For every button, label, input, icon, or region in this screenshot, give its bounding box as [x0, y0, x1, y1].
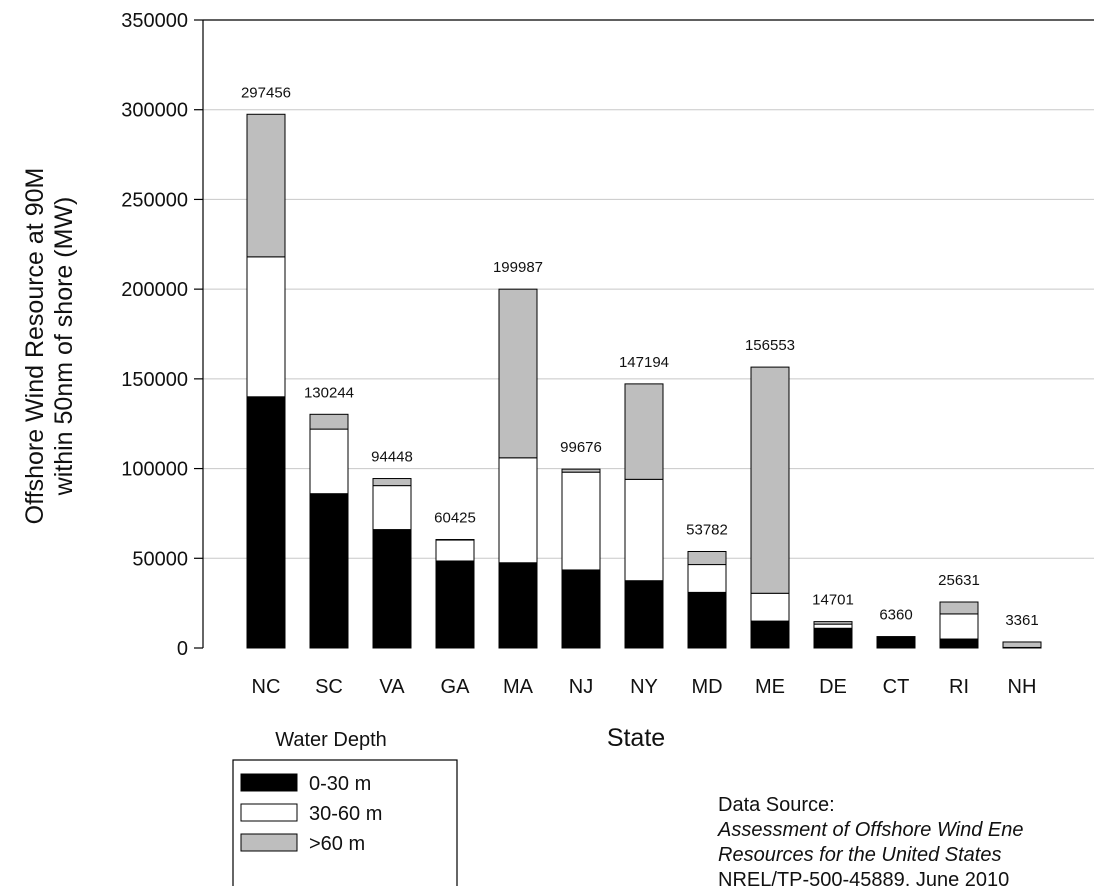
axes: 0 50000 100000 150000 200000 250000 300000 3500…	[121, 10, 1094, 698]
legend: 0-30 m 30-60 m >60 m	[232, 759, 458, 886]
x-tick-label: MD	[691, 676, 722, 698]
bar-segment	[624, 383, 664, 480]
bar-segment	[876, 637, 916, 649]
x-tick-label: GA	[441, 676, 471, 698]
y-axis-label-line-1: Offshore Wind Resource at 90M	[21, 168, 49, 525]
bar-total-label: 14701	[812, 592, 854, 609]
data-source-line-3: NREL/TP-500-45889, June 2010	[718, 869, 1009, 886]
x-tick-label: NY	[630, 676, 658, 698]
bar-segment	[246, 396, 286, 649]
bar-total-label: 3361	[1005, 612, 1038, 629]
bar-segment	[309, 493, 349, 649]
bar-segment	[624, 478, 664, 582]
bar-segment	[372, 485, 412, 531]
legend-swatch	[240, 833, 298, 852]
bar-total-label: 60425	[434, 510, 476, 527]
x-tick-label: RI	[949, 676, 969, 698]
bar-segment	[309, 428, 349, 495]
bar-total-label: 94448	[371, 449, 413, 466]
bar-segment	[876, 636, 916, 638]
y-tick-label: 50000	[132, 548, 188, 570]
x-axis-label: State	[607, 724, 665, 752]
bar-segment	[939, 601, 979, 615]
bar-segment	[246, 256, 286, 398]
legend-title: Water Depth	[275, 729, 387, 751]
legend-swatch	[240, 803, 298, 822]
x-tick-label: MA	[503, 676, 534, 698]
y-tick-label: 100000	[121, 459, 188, 481]
bar-segment	[624, 580, 664, 649]
y-tick-label: 250000	[121, 189, 188, 211]
bar-segment	[813, 623, 853, 629]
y-tick-label: 200000	[121, 279, 188, 301]
bar-segment	[750, 592, 790, 622]
x-tick-label: CT	[883, 676, 910, 698]
x-tick-label: NH	[1008, 676, 1037, 698]
x-tick-label: NJ	[569, 676, 593, 698]
legend-label: 0-30 m	[309, 773, 371, 795]
bar-segment	[498, 457, 538, 564]
y-tick-label: 0	[177, 638, 188, 660]
bar-segment	[687, 564, 727, 593]
legend-swatch	[240, 773, 298, 792]
bar-segment	[750, 620, 790, 649]
bar-segment	[1002, 641, 1042, 648]
bar-total-label: 156553	[745, 337, 795, 354]
bar-total-label: 297456	[241, 84, 291, 101]
data-source-heading: Data Source:	[718, 794, 835, 816]
bar-segment	[561, 468, 601, 473]
x-tick-label: NC	[252, 676, 281, 698]
legend-label: >60 m	[309, 833, 365, 855]
bar-segment	[561, 471, 601, 571]
bar-segment	[750, 366, 790, 594]
bar-segment	[309, 413, 349, 430]
bar-segment	[372, 478, 412, 487]
bar-segment	[498, 562, 538, 649]
bar-segment	[939, 613, 979, 640]
bar-total-label: 99676	[560, 439, 602, 456]
y-axis-label-line-2: within 50nm of shore (MW)	[50, 197, 78, 497]
data-source-line-1: Assessment of Offshore Wind Ene	[717, 819, 1024, 841]
data-source: Data Source: Assessment of Offshore Wind…	[717, 794, 1024, 886]
x-tick-label: VA	[379, 676, 405, 698]
bar-total-label: 199987	[493, 259, 543, 276]
x-tick-label: DE	[819, 676, 847, 698]
bar-segment	[687, 591, 727, 649]
bar-total-label: 53782	[686, 521, 728, 538]
data-source-line-2: Resources for the United States	[718, 844, 1001, 866]
bar-segment	[813, 621, 853, 625]
y-tick-label: 300000	[121, 100, 188, 122]
bar-segment	[372, 529, 412, 649]
bar-segment	[939, 638, 979, 649]
bar-total-label: 130244	[304, 384, 354, 401]
x-tick-label: SC	[315, 676, 343, 698]
bars: 297456 130244 94448 60425 199987 99676 147194 5…	[241, 84, 1042, 649]
bar-total-label: 147194	[619, 354, 669, 371]
bar-segment	[498, 288, 538, 459]
bar-segment	[813, 627, 853, 649]
bar-segment	[435, 539, 475, 562]
bar-segment	[246, 113, 286, 258]
bar-segment	[435, 539, 475, 541]
y-tick-label: 350000	[121, 10, 188, 32]
legend-label: 30-60 m	[309, 803, 382, 825]
bar-segment	[561, 569, 601, 649]
y-tick-label: 150000	[121, 369, 188, 391]
bar-segment	[687, 550, 727, 566]
bar-total-label: 25631	[938, 572, 980, 589]
bar-segment	[435, 560, 475, 649]
bar-total-label: 6360	[879, 607, 912, 624]
x-tick-label: ME	[755, 676, 785, 698]
